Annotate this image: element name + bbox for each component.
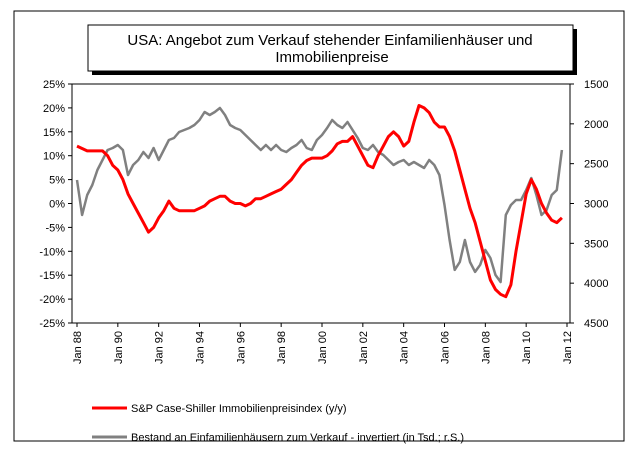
- x-tick-label: Jan 90: [113, 331, 125, 364]
- y-tick-label: -15%: [39, 270, 65, 282]
- y2-tick-label: 2000: [584, 119, 608, 131]
- y2-tick-label: 4000: [584, 278, 608, 290]
- x-tick-label: Jan 04: [399, 331, 411, 364]
- x-tick-label: Jan 08: [480, 331, 492, 364]
- y-tick-label: -20%: [39, 294, 65, 306]
- x-tick-label: Jan 00: [317, 331, 329, 364]
- y2-tick-label: 3000: [584, 199, 608, 211]
- x-tick-label: Jan 88: [72, 331, 84, 364]
- x-tick-label: Jan 94: [195, 331, 207, 364]
- legend-label: Bestand an Einfamilienhäusern zum Verkau…: [131, 432, 464, 444]
- legend-label: S&P Case-Shiller Immobilienpreisindex (y…: [131, 403, 347, 415]
- chart-frame: [13, 10, 625, 442]
- series-line: [76, 104, 563, 299]
- x-tick-label: Jan 02: [358, 331, 370, 364]
- y2-tick-label: 1500: [584, 79, 608, 91]
- y-tick-label: -5%: [45, 222, 65, 234]
- x-tick-label: Jan 98: [276, 331, 288, 364]
- y-tick-label: 10%: [43, 151, 65, 163]
- y2-tick-label: 2500: [584, 159, 608, 171]
- x-tick-label: Jan 12: [562, 331, 574, 364]
- y-tick-label: 25%: [43, 79, 65, 91]
- y-tick-label: 0%: [49, 199, 65, 211]
- title-box: [87, 24, 574, 72]
- x-tick-label: Jan 96: [235, 331, 247, 364]
- series-line: [75, 106, 564, 284]
- y-tick-label: -10%: [39, 246, 65, 258]
- chart-title: USA: Angebot zum Verkauf stehender Einfa…: [127, 32, 532, 66]
- x-tick-label: Jan 10: [521, 331, 533, 364]
- y2-tick-label: 3500: [584, 238, 608, 250]
- y-tick-label: 5%: [49, 175, 65, 187]
- y2-tick-label: 4500: [584, 318, 608, 330]
- y-tick-label: 15%: [43, 127, 65, 139]
- y-tick-label: -25%: [39, 318, 65, 330]
- y-tick-label: 20%: [43, 103, 65, 115]
- x-tick-label: Jan 92: [154, 331, 166, 364]
- x-tick-label: Jan 06: [440, 331, 452, 364]
